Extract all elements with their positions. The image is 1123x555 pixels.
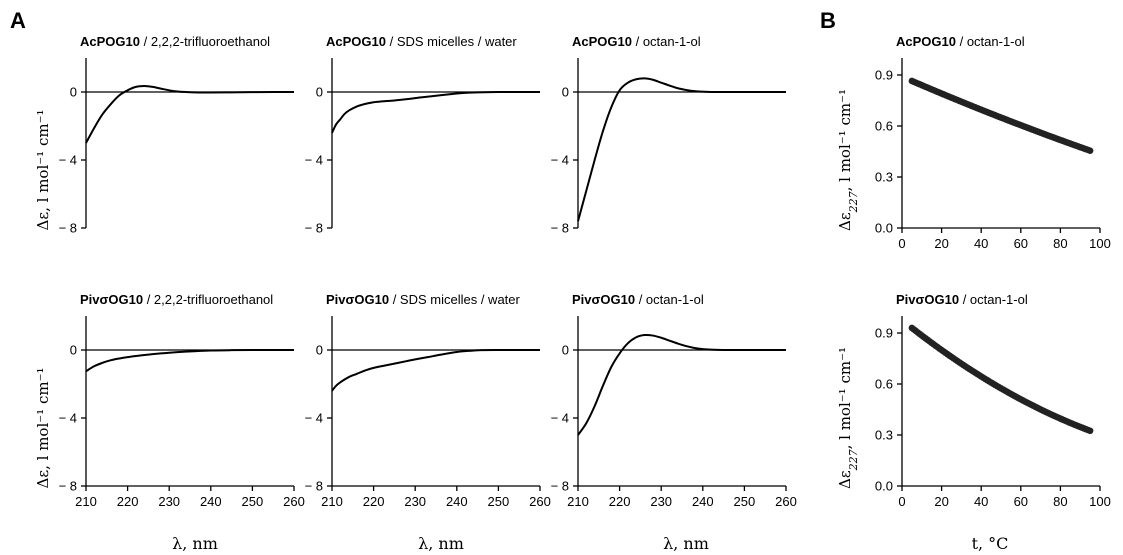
chart-panel-8: PivσOG10 / octan-1-ol 0.9 0.6 0.3 0.0 0 20 40 60… xyxy=(875,292,1111,509)
chart-panel-5: PivσOG10 / 2,2,2-trifluoroethanol 0 − 4 − 8… xyxy=(59,292,305,509)
melt-point xyxy=(1086,427,1094,435)
x-tick-label: 250 xyxy=(242,494,264,509)
y-tick-label: 0.0 xyxy=(875,479,893,494)
panel-title: AcPOG10 / SDS micelles / water xyxy=(326,34,517,49)
y-tick-label: 0 xyxy=(70,85,77,100)
x-tick-label: 220 xyxy=(117,494,139,509)
x-tick-label: 0 xyxy=(898,236,905,251)
y-tick-label: − 4 xyxy=(551,153,569,168)
x-tick-label: 240 xyxy=(200,494,222,509)
y-tick-label: − 4 xyxy=(305,153,323,168)
panel-letter-b: B xyxy=(820,8,836,33)
x-tick-label: 80 xyxy=(1053,494,1067,509)
cd-spectrum-line xyxy=(331,348,540,392)
x-tick-label: 100 xyxy=(1089,494,1111,509)
x-tick-label: 60 xyxy=(1014,236,1028,251)
xlabel-col4: t, °C xyxy=(972,534,1009,553)
x-tick-label: 260 xyxy=(283,494,305,509)
x-tick-label: 250 xyxy=(488,494,510,509)
y-tick-label: 0.3 xyxy=(875,428,893,443)
x-tick-label: 240 xyxy=(446,494,468,509)
x-tick-label: 260 xyxy=(529,494,551,509)
xlabel-col3: λ, nm xyxy=(663,534,709,553)
y-tick-label: 0 xyxy=(316,343,323,358)
y-tick-label: − 8 xyxy=(59,479,77,494)
chart-panel-1: AcPOG10 / 2,2,2-trifluoroethanol 0 − 4 − 8 xyxy=(59,34,295,236)
panel-title: PivσOG10 / 2,2,2-trifluoroethanol xyxy=(80,292,273,307)
xlabel-col2: λ, nm xyxy=(418,534,464,553)
y-tick-label: − 4 xyxy=(59,411,77,426)
y-tick-label: − 8 xyxy=(551,479,569,494)
x-tick-label: 220 xyxy=(609,494,631,509)
chart-panel-6: PivσOG10 / SDS micelles / water 0 − 4 − 821… xyxy=(305,292,551,509)
y-tick-label: − 4 xyxy=(551,411,569,426)
y-tick-label: 0.9 xyxy=(875,68,893,83)
panel-title: AcPOG10 / 2,2,2-trifluoroethanol xyxy=(80,34,270,49)
x-tick-label: 40 xyxy=(974,494,988,509)
xlabel-col1: λ, nm xyxy=(172,534,218,553)
x-tick-label: 210 xyxy=(321,494,343,509)
y-tick-label: 0 xyxy=(562,85,569,100)
cd-spectrum-line xyxy=(577,333,786,436)
x-tick-label: 250 xyxy=(734,494,756,509)
x-tick-label: 210 xyxy=(75,494,97,509)
cd-spectrum-line xyxy=(85,348,294,373)
x-tick-label: 60 xyxy=(1014,494,1028,509)
cd-ylabel-bottom: Δε, l mol⁻¹ cm⁻¹ xyxy=(34,367,52,488)
x-tick-label: 230 xyxy=(404,494,426,509)
y-tick-label: − 8 xyxy=(305,221,323,236)
x-tick-label: 40 xyxy=(974,236,988,251)
y-tick-label: − 8 xyxy=(305,479,323,494)
panel-title: PivσOG10 / SDS micelles / water xyxy=(326,292,521,307)
y-tick-label: 0.6 xyxy=(875,119,893,134)
panel-title: PivσOG10 / octan-1-ol xyxy=(572,292,704,307)
chart-panel-2: AcPOG10 / SDS micelles / water 0 − 4 − 8 xyxy=(305,34,540,236)
y-tick-label: 0.0 xyxy=(875,221,893,236)
x-tick-label: 210 xyxy=(567,494,589,509)
y-tick-label: 0 xyxy=(316,85,323,100)
chart-panel-4: AcPOG10 / octan-1-ol 0.9 0.6 0.3 0.0 0 20 40 60 8… xyxy=(875,34,1111,251)
cd-spectrum-line xyxy=(331,90,540,134)
y-tick-label: 0.3 xyxy=(875,170,893,185)
cd-ylabel-top: Δε, l mol⁻¹ cm⁻¹ xyxy=(34,109,52,230)
x-tick-label: 100 xyxy=(1089,236,1111,251)
x-tick-label: 20 xyxy=(934,494,948,509)
x-tick-label: 230 xyxy=(158,494,180,509)
panel-letter-a: A xyxy=(10,8,26,33)
panel-title: AcPOG10 / octan-1-ol xyxy=(896,34,1025,49)
x-tick-label: 260 xyxy=(775,494,797,509)
x-tick-label: 20 xyxy=(934,236,948,251)
y-tick-label: − 4 xyxy=(59,153,77,168)
x-tick-label: 220 xyxy=(363,494,385,509)
y-tick-label: 0 xyxy=(562,343,569,358)
melt-ylabel-bottom: Δε227, l mol⁻¹ cm⁻¹ xyxy=(836,347,860,489)
y-tick-label: 0.6 xyxy=(875,377,893,392)
x-tick-label: 230 xyxy=(650,494,672,509)
melt-ylabel-top: Δε227, l mol⁻¹ cm⁻¹ xyxy=(836,89,860,231)
y-tick-label: − 8 xyxy=(551,221,569,236)
panel-title: AcPOG10 / octan-1-ol xyxy=(572,34,701,49)
x-tick-label: 240 xyxy=(692,494,714,509)
y-tick-label: 0.9 xyxy=(875,326,893,341)
y-tick-label: 0 xyxy=(70,343,77,358)
y-tick-label: − 8 xyxy=(59,221,77,236)
cd-spectrum-line xyxy=(577,77,786,222)
x-tick-label: 0 xyxy=(898,494,905,509)
panel-title: PivσOG10 / octan-1-ol xyxy=(896,292,1028,307)
chart-panel-3: AcPOG10 / octan-1-ol 0 − 4 − 8 xyxy=(551,34,786,236)
x-tick-label: 80 xyxy=(1053,236,1067,251)
cd-spectrum-line xyxy=(85,85,295,144)
y-tick-label: − 4 xyxy=(305,411,323,426)
melt-point xyxy=(1086,147,1094,154)
